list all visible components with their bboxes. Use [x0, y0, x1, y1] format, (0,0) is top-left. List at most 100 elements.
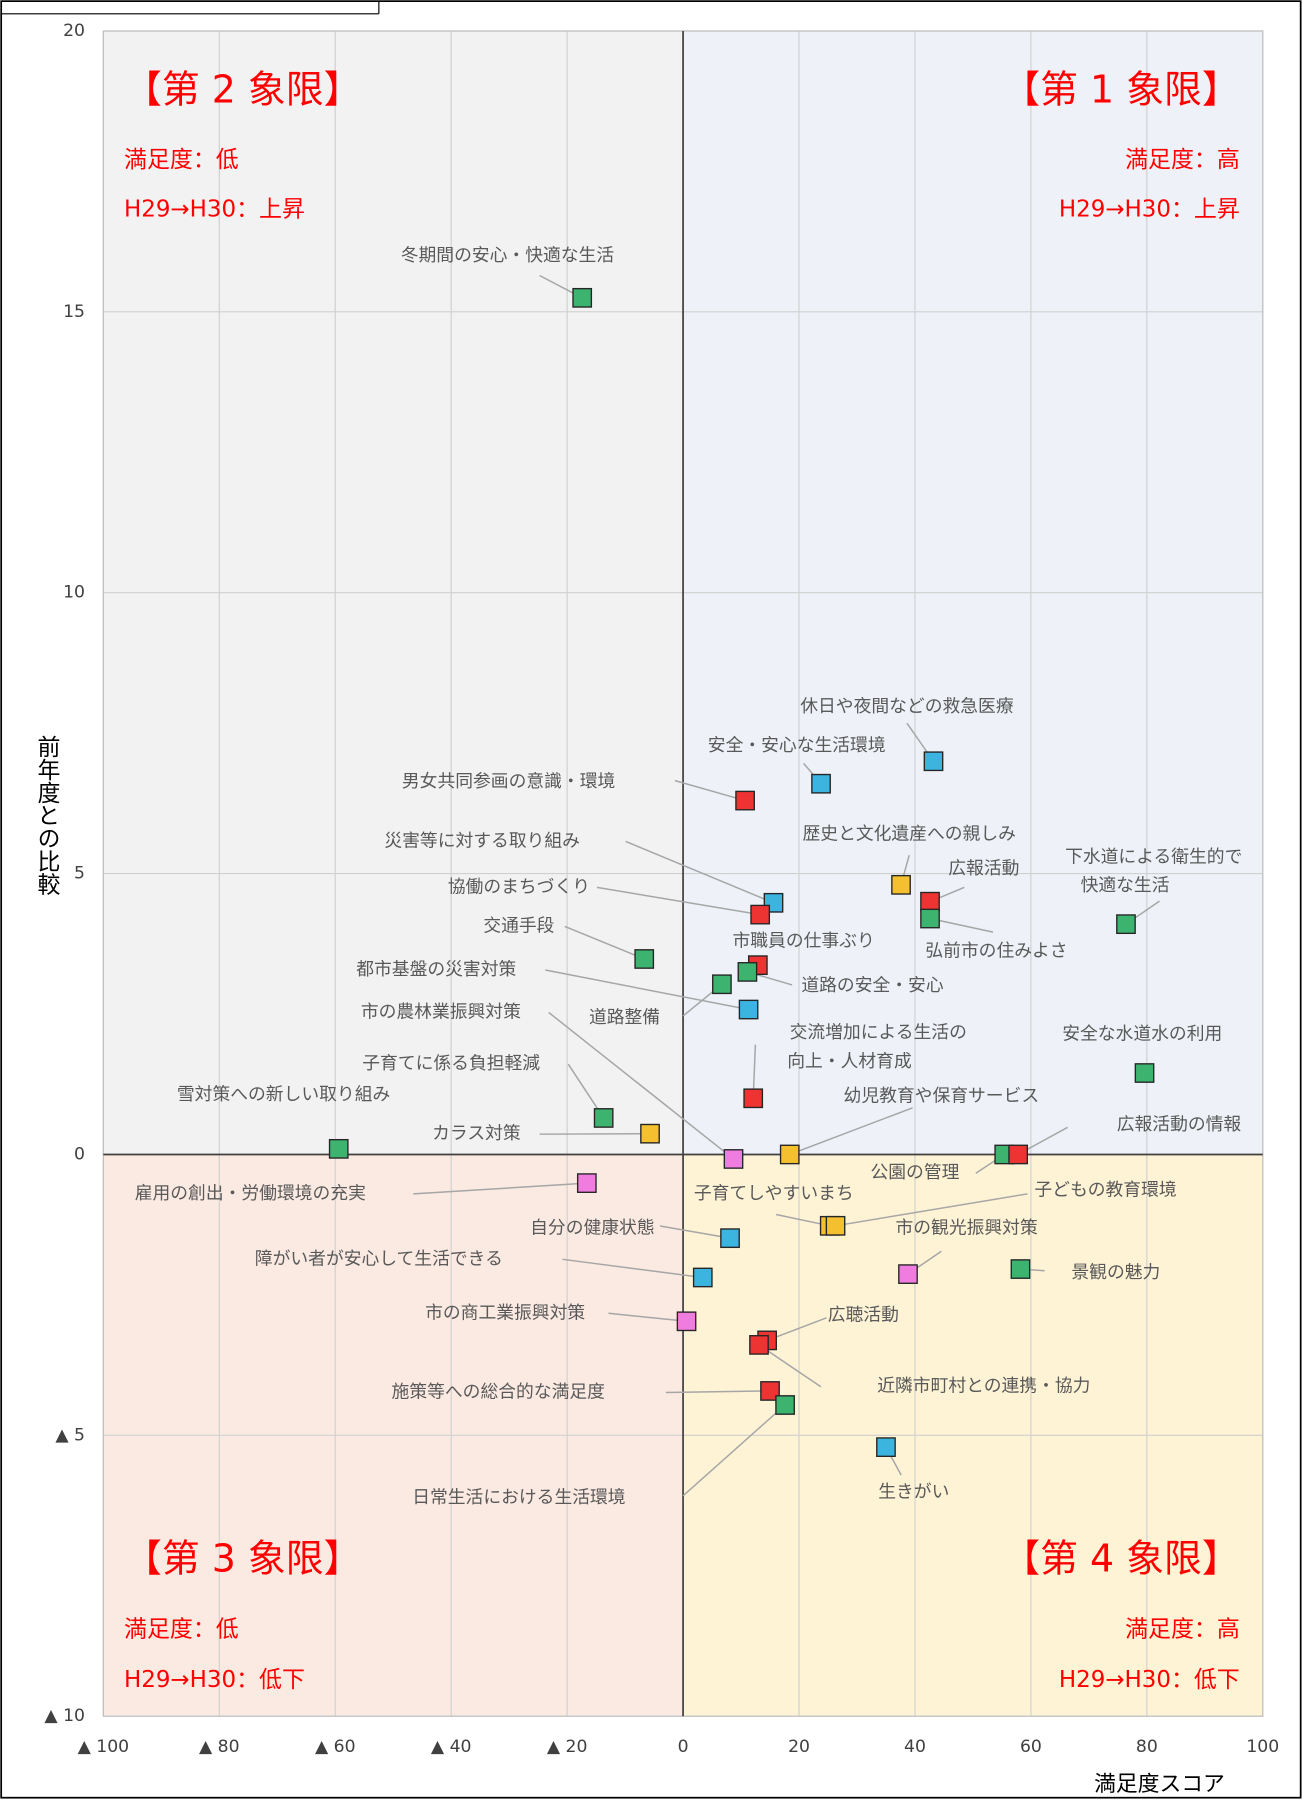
point-label: 雇用の創出・労働環境の充実 — [135, 1183, 366, 1204]
leader-line — [665, 1390, 771, 1394]
point — [923, 751, 944, 772]
point-label: 市の農林業振興対策 — [361, 1002, 521, 1023]
point — [811, 773, 831, 794]
point-label: 交通手段 — [483, 915, 554, 936]
point — [328, 1138, 349, 1159]
leader-line — [564, 925, 645, 960]
leader-line — [608, 1312, 687, 1323]
leader-line — [674, 779, 746, 802]
point — [779, 1144, 800, 1165]
x-tick-label: ▲ 60 — [315, 1737, 356, 1757]
leader-line — [545, 969, 749, 1011]
point-label: 市職員の仕事ぶり — [732, 930, 874, 951]
point — [749, 1335, 769, 1355]
point-label: 市の商工業振興対策 — [425, 1302, 585, 1323]
point-label: 歴史と文化遺産への親しみ — [803, 824, 1016, 845]
y-tick-label: ▲ 10 — [44, 1706, 85, 1726]
y-tick-label: ▲ 5 — [55, 1425, 85, 1445]
leader-line — [562, 1258, 703, 1279]
point-label: 都市基盤の災害対策 — [356, 959, 516, 980]
point-label: 男女共同参画の意識・環境 — [402, 771, 615, 792]
point-label: 自分の健康状態 — [530, 1217, 654, 1238]
x-tick-label: 100 — [1246, 1737, 1279, 1757]
point-label: 広聴活動 — [828, 1305, 899, 1326]
point-label: 広報活動の情報 — [1117, 1114, 1242, 1135]
point-label: 災害等に対する取り組み — [384, 830, 580, 851]
quadrant-note: 満足度：高 — [1125, 147, 1240, 173]
point — [676, 1311, 697, 1332]
point — [891, 874, 911, 895]
point — [750, 904, 771, 925]
point — [735, 790, 755, 811]
leader-line — [929, 917, 994, 933]
point — [634, 949, 655, 969]
point-label: 近隣市町村との連携・協力 — [877, 1376, 1090, 1397]
leader-line — [758, 1344, 822, 1388]
quadrant-note: H29→H30：上昇 — [124, 197, 305, 223]
point — [720, 1228, 740, 1249]
x-tick-label: ▲ 100 — [78, 1737, 130, 1757]
point — [593, 1108, 614, 1128]
point — [692, 1267, 713, 1288]
point-label: 安全な水道水の利用 — [1062, 1023, 1222, 1044]
y-tick-label: 15 — [63, 302, 85, 322]
leader-line — [539, 1132, 651, 1135]
y-tick-label: 5 — [74, 864, 85, 884]
point — [760, 1381, 780, 1401]
quadrant-note: H29→H30：低下 — [124, 1667, 305, 1693]
quadrant-note: 満足度：低 — [124, 1617, 239, 1643]
point-label: 公園の管理 — [870, 1162, 959, 1183]
point-label: 日常生活における生活環境 — [412, 1487, 625, 1508]
point — [876, 1437, 896, 1458]
point — [572, 287, 593, 308]
point — [1134, 1063, 1155, 1083]
x-tick-label: 40 — [904, 1737, 926, 1757]
point — [723, 1149, 744, 1169]
point — [1010, 1259, 1031, 1279]
leader-line — [789, 1107, 913, 1156]
quadrant-title: 【第 4 象限】 — [1002, 1537, 1240, 1581]
point-label: 快適な生活 — [1081, 875, 1170, 896]
x-tick-label: 20 — [788, 1737, 810, 1757]
point-label: 景観の魅力 — [1071, 1262, 1160, 1283]
point — [640, 1123, 660, 1144]
point-label: 市の観光振興対策 — [895, 1217, 1037, 1238]
point-label: 弘前市の住みよさ — [925, 941, 1067, 962]
y-tick-label: 20 — [63, 21, 85, 41]
point — [898, 1264, 918, 1284]
point — [743, 1088, 764, 1109]
leader-line — [625, 840, 774, 904]
quadrant-title: 【第 2 象限】 — [124, 67, 362, 111]
x-tick-label: 60 — [1020, 1737, 1042, 1757]
quadrant-title: 【第 3 象限】 — [124, 1537, 362, 1581]
point-label: 安全・安心な生活環境 — [708, 735, 886, 756]
point-label: 子どもの教育環境 — [1034, 1179, 1176, 1200]
leader-line — [682, 1404, 786, 1497]
x-tick-label: ▲ 20 — [547, 1737, 588, 1757]
point-label: 生きがい — [878, 1481, 949, 1502]
x-tick-label: ▲ 40 — [431, 1737, 472, 1757]
point — [920, 891, 940, 912]
point-label: 冬期間の安心・快適な生活 — [401, 245, 614, 266]
point-label: 子育てに係る負担軽減 — [362, 1053, 540, 1074]
point — [738, 999, 759, 1020]
x-tick-label: 0 — [678, 1737, 689, 1757]
quadrant-note: 満足度：低 — [124, 147, 239, 173]
y-tick-label: 0 — [74, 1144, 85, 1164]
point — [775, 1395, 795, 1415]
point-label: 施策等への総合的な満足度 — [392, 1381, 606, 1402]
x-axis-label: 満足度スコア — [1094, 1772, 1225, 1797]
point-label: 雪対策への新しい取り組み — [177, 1084, 390, 1105]
point-label: 広報活動 — [948, 858, 1019, 879]
point-label: 交流増加による生活の — [790, 1022, 967, 1043]
quadrant-title: 【第 1 象限】 — [1002, 67, 1240, 111]
quadrant-note: H29→H30：低下 — [1059, 1667, 1240, 1693]
point-label: 道路の安全・安心 — [801, 975, 943, 996]
x-tick-label: ▲ 80 — [199, 1737, 240, 1757]
leader-line — [766, 1317, 827, 1342]
point-label: 道路整備 — [589, 1007, 660, 1028]
y-axis-label: 前年度との比較 — [33, 735, 60, 896]
point-label: 子育てしやすいまち — [694, 1183, 854, 1204]
point — [737, 962, 758, 982]
point-label: 障がい者が安心して生活できる — [255, 1248, 503, 1269]
